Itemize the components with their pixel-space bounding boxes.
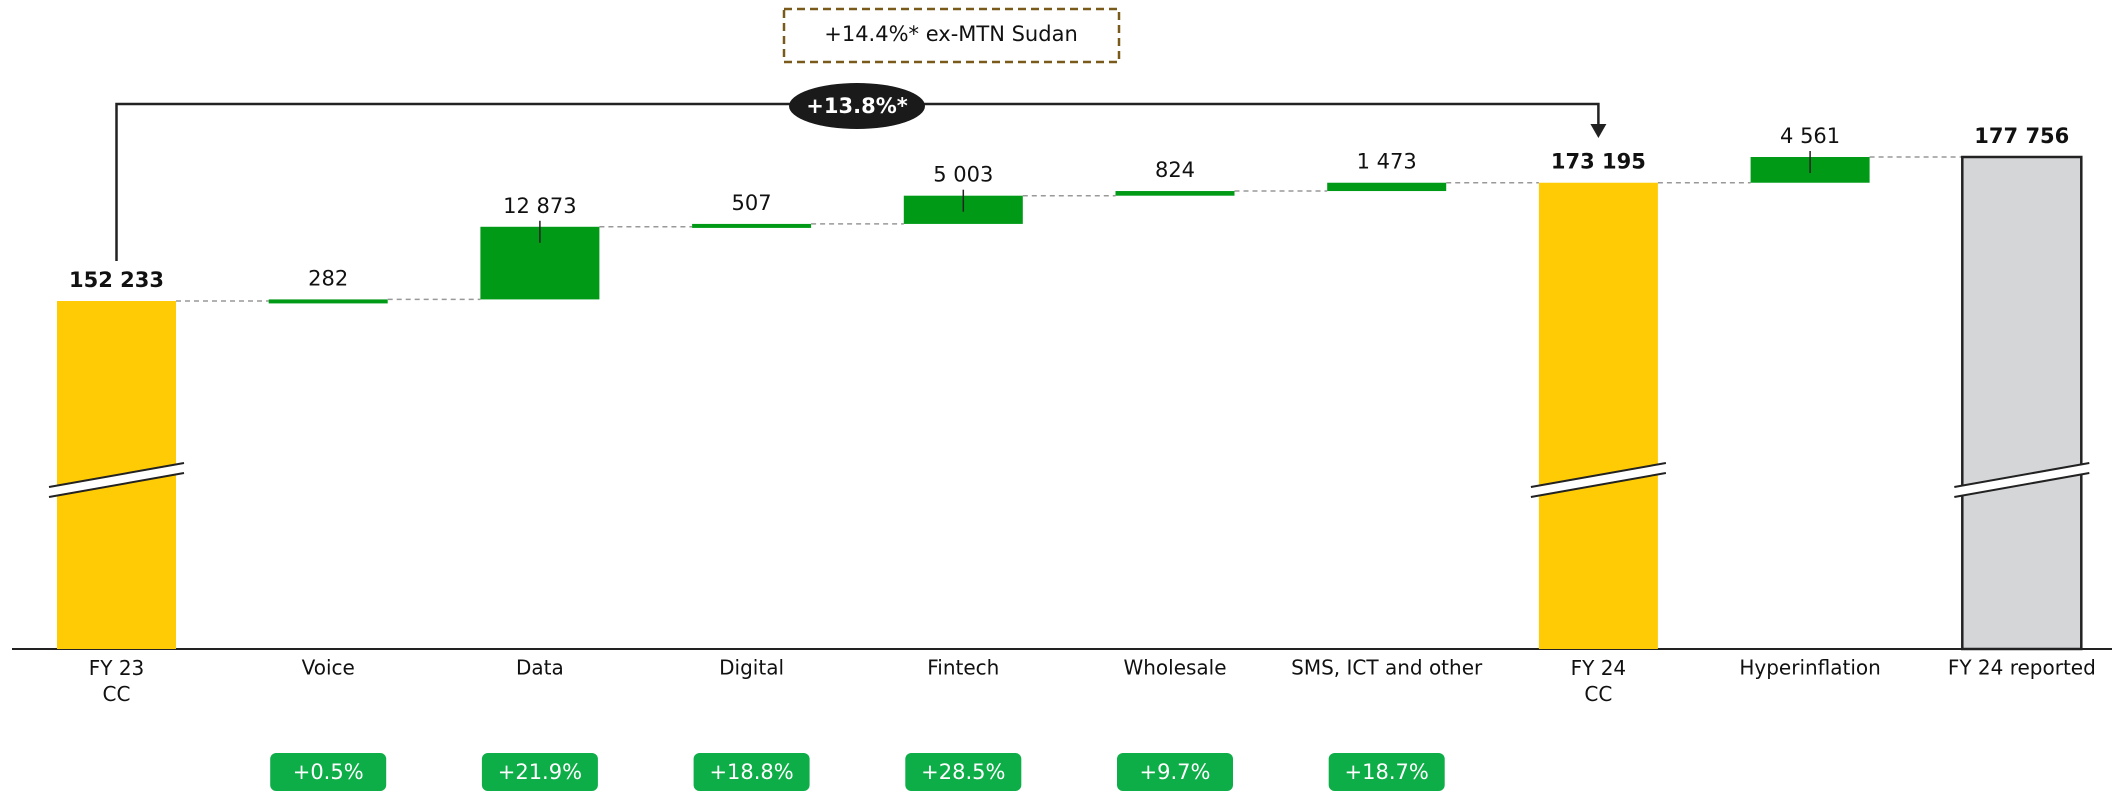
axis-break-line: [48, 472, 185, 498]
category-label: FY 24 CC: [1571, 656, 1627, 706]
growth-label: +28.5%: [921, 760, 1005, 784]
axis-break: [1530, 463, 1666, 497]
delta-bar: [1115, 191, 1235, 196]
total-bar: [1961, 155, 2083, 651]
delta-bar: [1327, 182, 1447, 192]
growth-badge: [693, 753, 810, 791]
value-label: 177 756: [1974, 124, 2069, 148]
growth-label: +0.5%: [293, 760, 364, 784]
axis-break-line: [48, 462, 185, 488]
category-label: Fintech: [927, 656, 999, 680]
growth-badge: [270, 753, 387, 791]
value-label: 1 473: [1357, 150, 1417, 174]
growth-oval-label: +13.8%*: [806, 94, 907, 118]
delta-bar: [268, 299, 388, 304]
axis-break: [1954, 463, 2090, 497]
value-label: 507: [732, 191, 772, 215]
value-label: 152 233: [69, 268, 164, 292]
growth-label: +21.9%: [498, 760, 582, 784]
annotation-text: +14.4%* ex-MTN Sudan: [824, 22, 1078, 46]
value-label: 4 561: [1780, 124, 1840, 148]
growth-label: +18.7%: [1345, 760, 1429, 784]
growth-badge: [1117, 753, 1233, 791]
category-label: FY 23 CC: [89, 656, 145, 706]
value-label: 173 195: [1551, 150, 1646, 174]
category-label: Wholesale: [1123, 656, 1226, 680]
category-label: FY 24 reported: [1948, 656, 2096, 680]
value-label: 282: [308, 266, 348, 290]
category-label: Hyperinflation: [1739, 656, 1881, 680]
category-label: SMS, ICT and other: [1291, 656, 1483, 680]
growth-label: +18.8%: [709, 760, 793, 784]
total-bar: [1538, 182, 1658, 649]
value-label: 12 873: [503, 194, 576, 218]
growth-badge: [1328, 753, 1445, 791]
axis-break: [49, 463, 184, 497]
bracket-arrow: [1590, 124, 1607, 138]
value-label: 824: [1155, 158, 1195, 182]
category-label: Digital: [719, 656, 784, 680]
axis-break-line: [1954, 472, 2090, 498]
growth-badge: [905, 753, 1022, 791]
growth-oval: [789, 83, 925, 129]
axis-break-line: [1954, 462, 2090, 488]
growth-label: +9.7%: [1140, 760, 1211, 784]
category-label: Voice: [302, 656, 355, 680]
category-label: Data: [516, 656, 564, 680]
axis-break-line: [1530, 462, 1667, 488]
delta-bar: [692, 223, 812, 228]
axis-break-line: [1530, 472, 1667, 498]
value-label: 5 003: [933, 163, 993, 187]
growth-badge: [481, 753, 598, 791]
